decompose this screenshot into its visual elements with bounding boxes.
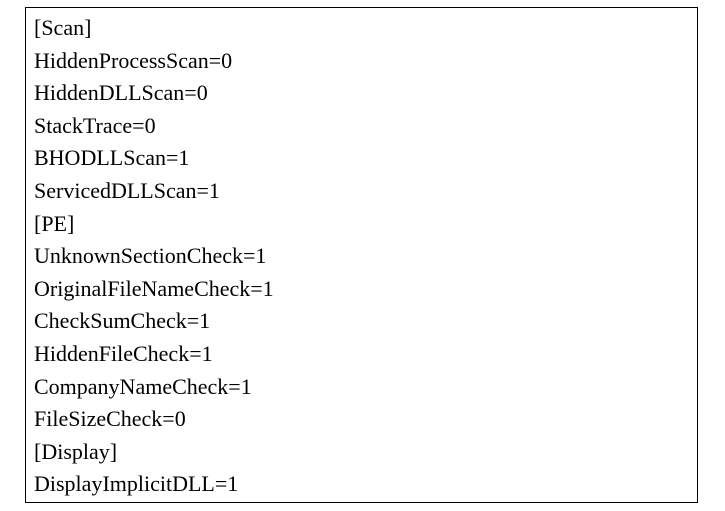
config-line-unknownsectioncheck: UnknownSectionCheck=1 [34, 240, 689, 273]
config-line-section-pe: [PE] [34, 208, 689, 241]
config-line-stacktrace: StackTrace=0 [34, 110, 689, 143]
config-line-checksumcheck: CheckSumCheck=1 [34, 305, 689, 338]
config-line-hiddendllscan: HiddenDLLScan=0 [34, 77, 689, 110]
config-line-filesizecheck: FileSizeCheck=0 [34, 403, 689, 436]
config-line-originalfilenamecheck: OriginalFileNameCheck=1 [34, 273, 689, 306]
page: [Scan] HiddenProcessScan=0 HiddenDLLScan… [0, 0, 725, 511]
config-line-displayimplicitdll: DisplayImplicitDLL=1 [34, 468, 689, 501]
config-line-hiddenfilecheck: HiddenFileCheck=1 [34, 338, 689, 371]
config-line-serviceddllscan: ServicedDLLScan=1 [34, 175, 689, 208]
config-line-bhodllscan: BHODLLScan=1 [34, 142, 689, 175]
config-line-companynamecheck: CompanyNameCheck=1 [34, 371, 689, 404]
config-line-hiddenprocessscan: HiddenProcessScan=0 [34, 45, 689, 78]
config-text-box: [Scan] HiddenProcessScan=0 HiddenDLLScan… [25, 7, 698, 503]
config-line-section-display: [Display] [34, 436, 689, 469]
config-line-section-scan: [Scan] [34, 12, 689, 45]
